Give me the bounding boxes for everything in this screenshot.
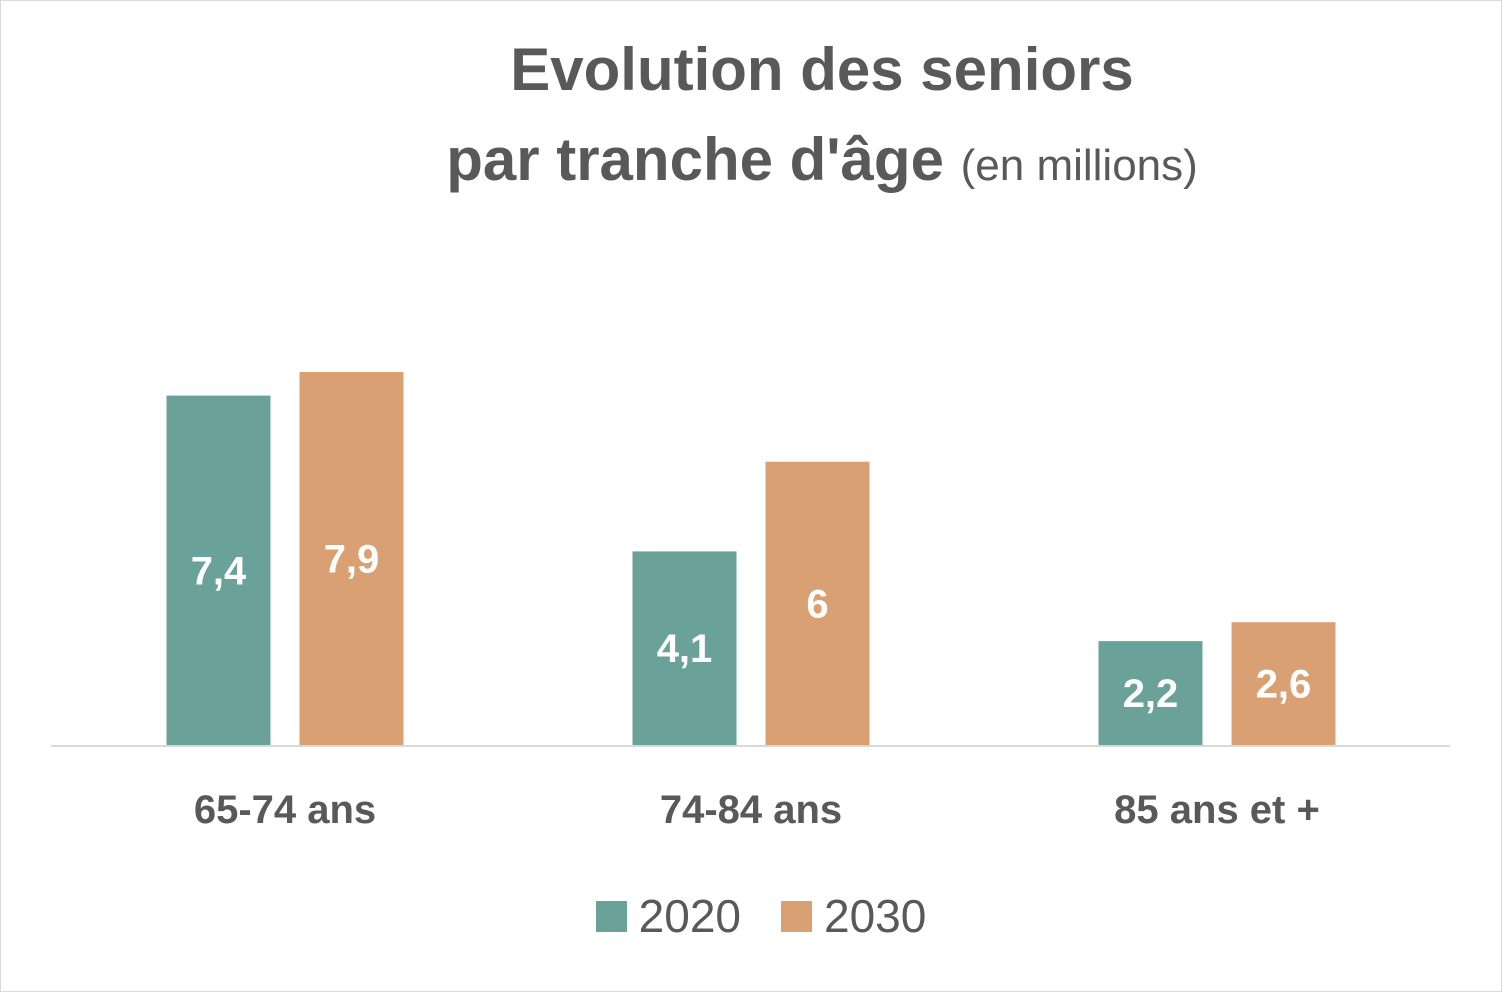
legend-swatch-2020: [595, 900, 627, 932]
data-label-2020-1: 7,4: [191, 549, 247, 593]
chart-title-line-1: Evolution des seniors: [1, 39, 1502, 101]
chart-title-main-2: par tranche d'âge: [446, 126, 944, 193]
bar-2030-1: [299, 372, 404, 745]
data-label-2030-3: 2,6: [1256, 663, 1312, 707]
legend: 2020 2030: [1, 889, 1502, 943]
data-label-2020-2: 4,1: [657, 627, 713, 671]
chart-title-main-1: Evolution des seniors: [510, 36, 1134, 103]
data-label-2030-1: 7,9: [324, 538, 380, 582]
chart-title-unit: (en millions): [960, 141, 1198, 190]
category-label-2: 74-84 ans: [660, 788, 842, 832]
data-label-2030-2: 6: [806, 582, 828, 626]
category-label-1: 65-74 ans: [194, 788, 376, 832]
legend-item-2020: 2020: [595, 889, 741, 943]
legend-item-2030: 2030: [781, 889, 926, 943]
bar-2020-2: [632, 551, 737, 745]
legend-label-2020: 2020: [638, 890, 741, 942]
legend-swatch-2030: [781, 900, 812, 932]
bar-2020-1: [166, 395, 271, 745]
bar-2020-3: [1098, 641, 1203, 745]
category-label-3: 85 ans et +: [1114, 788, 1320, 832]
data-label-2020-3: 2,2: [1123, 672, 1179, 716]
bar-2030-2: [765, 461, 870, 745]
bar-2030-3: [1231, 622, 1336, 745]
chart-title-line-2: par tranche d'âge (en millions): [1, 129, 1502, 197]
legend-label-2030: 2030: [824, 890, 927, 942]
